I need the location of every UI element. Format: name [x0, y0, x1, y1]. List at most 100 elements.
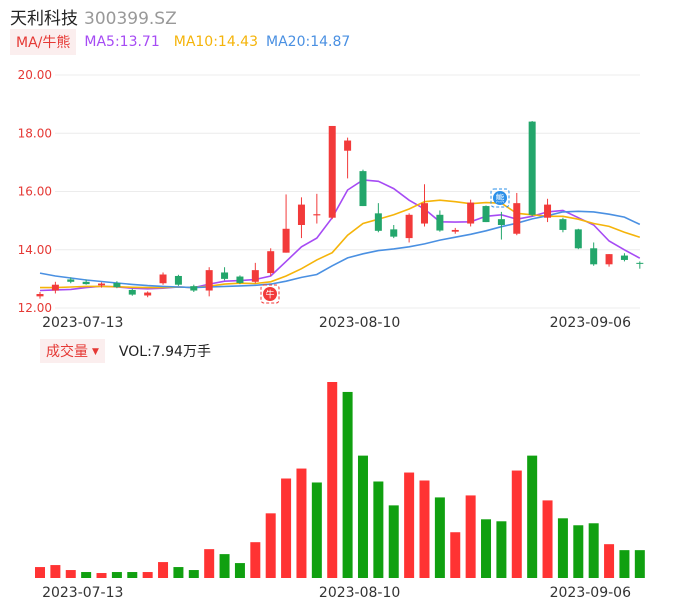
- date-tick-label: 2023-07-13: [42, 315, 123, 331]
- volume-bar: [604, 544, 615, 578]
- candle: [82, 279, 90, 285]
- ma-selector-tag[interactable]: MA/牛熊: [10, 29, 77, 55]
- volume-bar: [96, 573, 107, 578]
- volume-bar: [111, 572, 122, 578]
- volume-bar: [465, 495, 476, 578]
- volume-bar: [404, 472, 415, 578]
- candle: [328, 125, 336, 220]
- candle: [528, 121, 536, 217]
- candle-body: [421, 203, 428, 224]
- candle: [221, 267, 229, 281]
- candle-body: [436, 214, 444, 231]
- candle: [67, 277, 75, 284]
- volume-bar: [158, 562, 169, 578]
- date-tick-label: 2023-07-13: [42, 585, 123, 601]
- candle: [436, 210, 444, 232]
- candle-body: [544, 204, 552, 218]
- candle: [590, 242, 598, 266]
- volume-bar: [542, 500, 553, 578]
- ma-line-ma5: [39, 179, 641, 292]
- candle-body: [390, 229, 398, 237]
- candle-body: [128, 289, 136, 295]
- volume-bars: [35, 382, 645, 578]
- volume-bar: [573, 525, 584, 578]
- candle-body: [36, 294, 44, 297]
- price-tick-label: 12.00: [18, 301, 52, 315]
- signal-markers: 牛 熊: [260, 188, 510, 304]
- volume-bar: [35, 567, 45, 578]
- volume-bar: [281, 478, 292, 578]
- candle: [497, 211, 505, 240]
- volume-bar: [127, 572, 138, 578]
- candle: [36, 291, 44, 299]
- volume-bar: [619, 550, 630, 578]
- volume-bar: [373, 481, 384, 578]
- volume-tag-label: 成交量: [46, 344, 88, 360]
- candle-body: [236, 276, 244, 283]
- candle: [282, 194, 290, 253]
- candle-body: [590, 248, 598, 265]
- candle: [467, 199, 475, 227]
- candle: [128, 288, 136, 296]
- volume-selector-tag[interactable]: 成交量 ▼: [40, 339, 105, 363]
- price-grid: [55, 74, 640, 309]
- ma10-value: MA10:14.43: [173, 34, 259, 50]
- volume-indicator-bar: 成交量 ▼ VOL:7.94万手: [40, 339, 211, 363]
- volume-bar: [527, 455, 538, 578]
- bull-marker[interactable]: 牛: [260, 284, 280, 304]
- volume-bar: [204, 549, 215, 578]
- ma5-value: MA5:13.71: [84, 34, 160, 50]
- candle-body: [82, 281, 90, 285]
- candle: [359, 169, 367, 207]
- candle-body: [636, 262, 644, 264]
- candle-body: [482, 206, 490, 223]
- candle-body: [159, 274, 167, 284]
- volume-bar: [327, 382, 338, 578]
- candle: [636, 261, 644, 269]
- candle-body: [528, 121, 536, 215]
- candle-body: [113, 282, 121, 288]
- ma20-value: MA20:14.87: [266, 34, 351, 50]
- volume-bar: [419, 480, 430, 578]
- volume-bar: [588, 523, 599, 578]
- candle-body: [282, 228, 290, 253]
- candle-body: [574, 229, 582, 249]
- candle: [390, 224, 398, 239]
- candle-body: [205, 270, 213, 291]
- stock-name: 天利科技: [10, 9, 78, 29]
- candle: [205, 267, 213, 297]
- candle-body: [297, 204, 305, 225]
- ma-line-ma20: [39, 210, 641, 289]
- candle: [574, 228, 582, 250]
- bear-marker[interactable]: 熊: [490, 188, 510, 208]
- volume-bar: [357, 455, 368, 578]
- candle: [159, 272, 167, 285]
- price-tick-label: 14.00: [18, 243, 52, 257]
- caret-down-icon: ▼: [92, 347, 99, 357]
- candle: [544, 198, 552, 223]
- candle-body: [98, 283, 106, 286]
- candle-body: [190, 286, 198, 291]
- candle: [267, 248, 275, 276]
- candle-body: [497, 219, 505, 225]
- volume-bar: [434, 497, 445, 578]
- candle: [513, 192, 521, 236]
- price-tick-label: 16.00: [18, 185, 52, 199]
- volume-bar: [81, 572, 92, 578]
- candle: [559, 217, 567, 233]
- candle-body: [620, 255, 628, 260]
- volume-bar: [634, 550, 645, 578]
- date-axis-top: 2023-07-13 2023-08-10 2023-09-06: [42, 315, 631, 331]
- candle: [482, 205, 490, 223]
- candle: [98, 282, 106, 288]
- stock-code: 300399.SZ: [84, 9, 177, 29]
- candles: [36, 121, 644, 299]
- bear-marker-label: 熊: [495, 193, 504, 205]
- candle-body: [451, 229, 459, 232]
- candle: [605, 254, 613, 267]
- candle-body: [559, 219, 567, 230]
- ma-indicator-bar: MA/牛熊 MA5:13.71 MA10:14.43 MA20:14.87: [10, 29, 351, 55]
- ma-lines: [39, 179, 641, 292]
- candle: [174, 274, 182, 286]
